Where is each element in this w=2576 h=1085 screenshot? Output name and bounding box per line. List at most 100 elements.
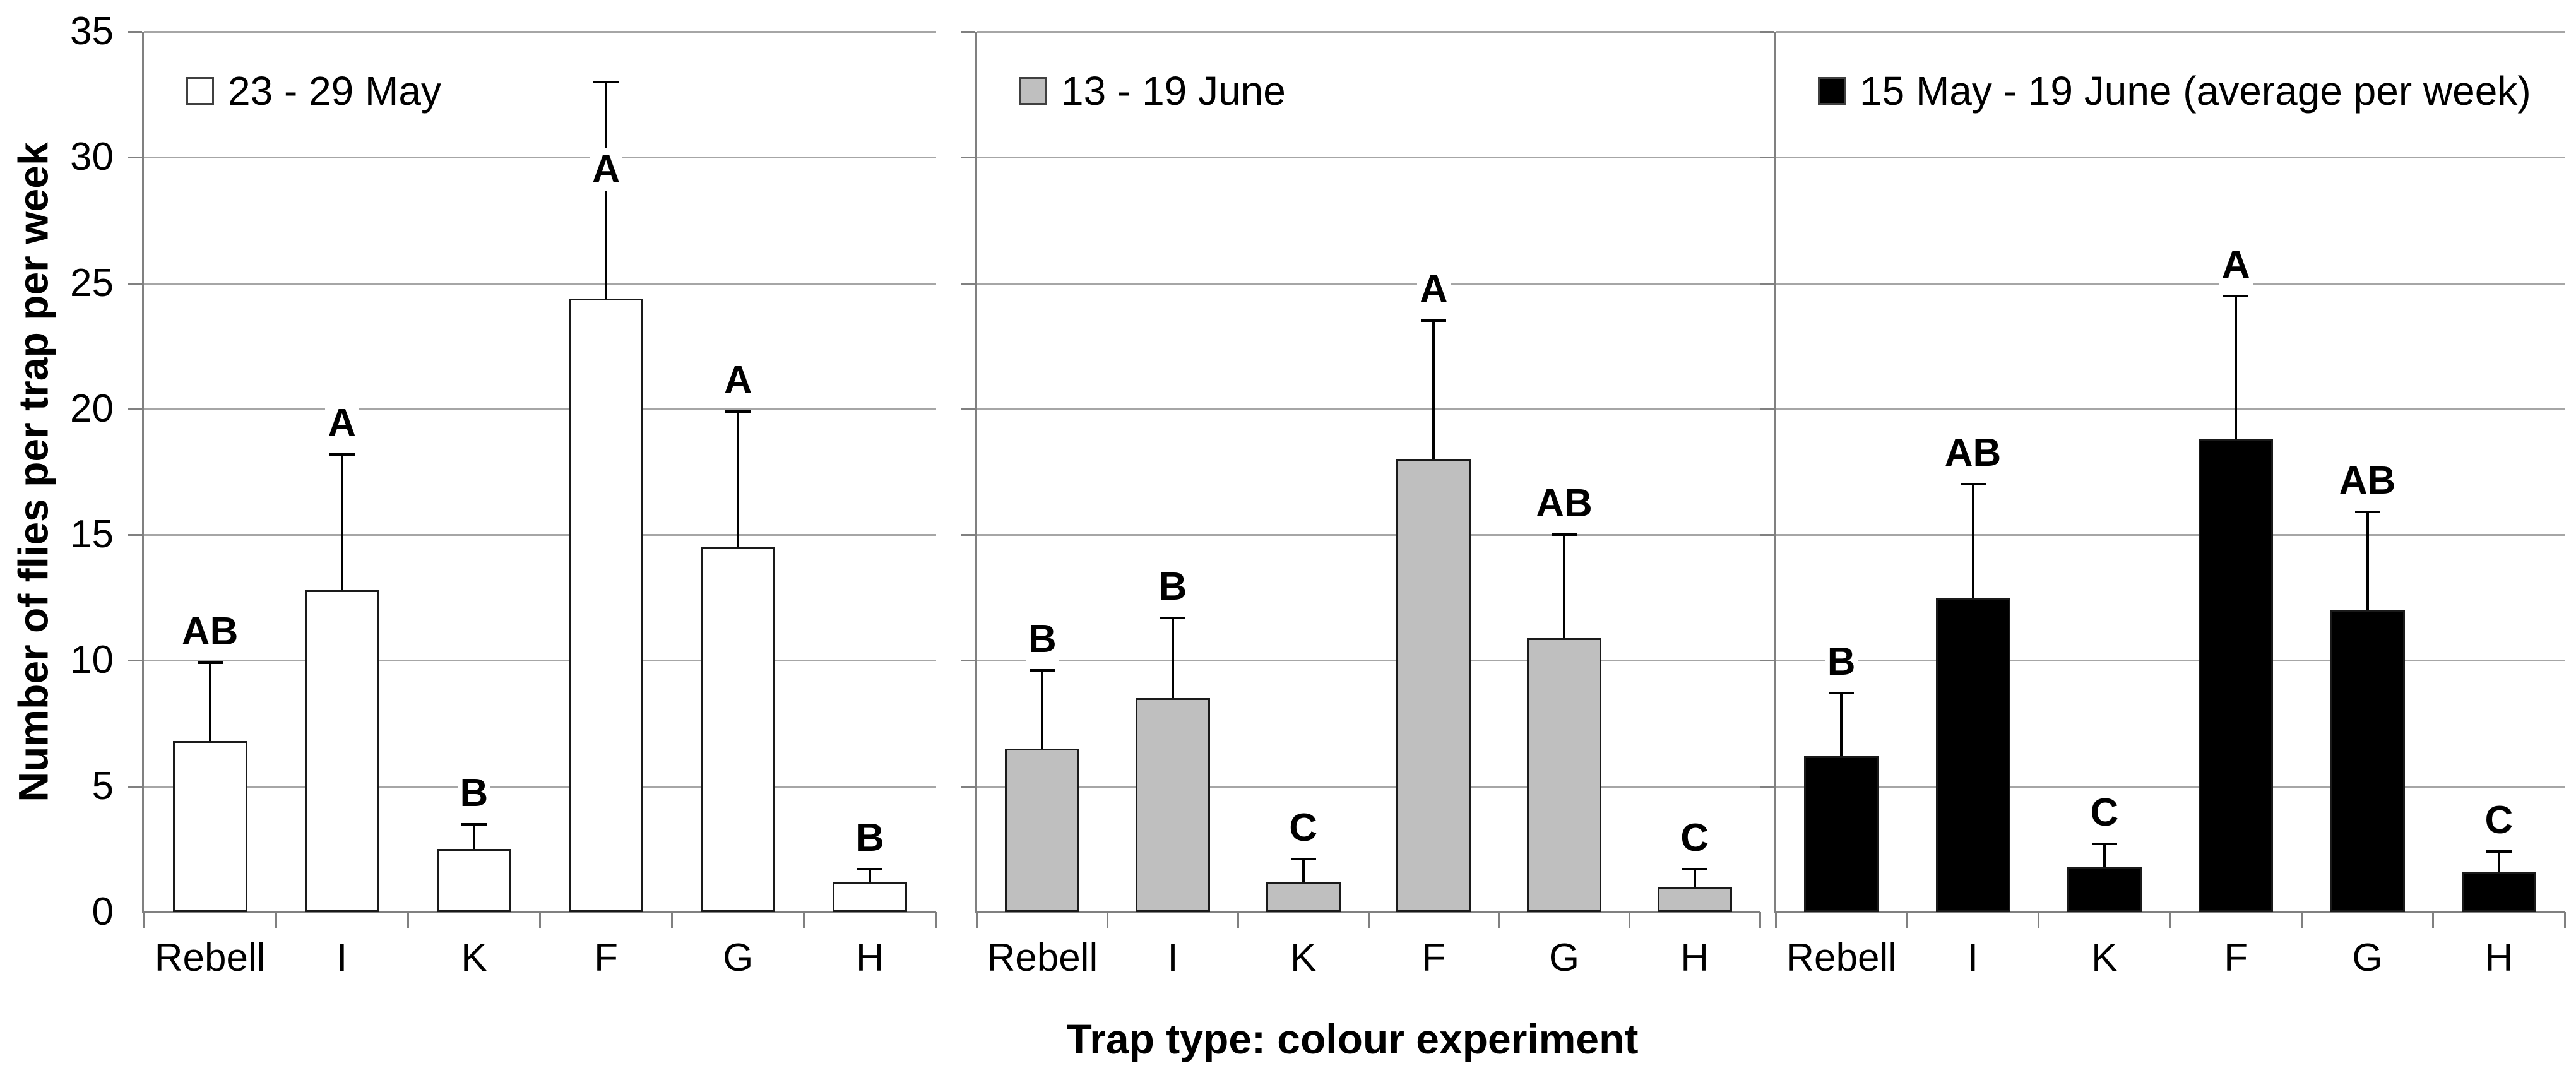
error-bar-cap-rebell	[1829, 692, 1855, 695]
error-bar-g	[1563, 535, 1565, 638]
error-bar-cap-rebell	[197, 661, 223, 665]
legend-3: 15 May - 19 June (average per week)	[1818, 71, 2531, 111]
significance-letter-rebell: B	[992, 617, 1093, 661]
bar-g-panel2	[1527, 637, 1601, 912]
gridline-15	[144, 534, 936, 537]
y-tick-mark-30	[961, 157, 975, 159]
y-tick-mark-15	[128, 534, 142, 537]
error-bar-rebell	[1840, 693, 1843, 756]
category-label-rebell: Rebell	[154, 936, 266, 980]
error-bar-cap-k	[1290, 858, 1316, 861]
significance-letter-text: B	[1824, 640, 1858, 684]
y-tick-label-20: 20	[70, 386, 114, 430]
x-tick-mark	[407, 912, 409, 928]
significance-letter-text: AB	[1942, 431, 2004, 475]
bar-f-panel1	[569, 298, 644, 912]
significance-letter-i: A	[292, 401, 393, 445]
significance-letter-text: C	[1678, 816, 1712, 860]
bar-f-panel2	[1396, 459, 1471, 912]
category-label-f: F	[594, 936, 619, 980]
x-tick-mark	[935, 912, 937, 928]
legend-label-2: 13 - 19 June	[1061, 68, 1286, 114]
error-bar-i	[1971, 484, 1974, 598]
category-label-f: F	[1422, 936, 1446, 980]
significance-letter-g: A	[687, 358, 788, 402]
gridline-30	[1776, 157, 2565, 159]
significance-letter-rebell: B	[1791, 640, 1892, 684]
x-tick-mark	[803, 912, 805, 928]
significance-letter-text: B	[457, 771, 491, 815]
error-bar-cap-f	[2223, 294, 2249, 297]
significance-letter-text: C	[1286, 806, 1321, 850]
y-tick-label-25: 25	[70, 261, 114, 305]
y-tick-mark-5	[1760, 785, 1774, 788]
gridline-35	[977, 31, 1760, 33]
error-bar-cap-i	[1960, 483, 1986, 486]
y-tick-mark-15	[961, 534, 975, 537]
y-tick-mark-20	[961, 408, 975, 410]
significance-letter-h: B	[819, 816, 920, 860]
gridline-30	[977, 157, 1760, 159]
y-tick-mark-25	[961, 282, 975, 285]
gridline-5	[977, 785, 1760, 788]
significance-letter-text: B	[1156, 564, 1190, 608]
legend-swatch-2	[1019, 77, 1047, 105]
x-tick-mark	[1237, 912, 1239, 928]
y-tick-label-15: 15	[70, 513, 114, 557]
significance-letter-text: AB	[179, 610, 241, 654]
bar-rebell-panel2	[1005, 748, 1080, 912]
significance-letter-g: AB	[2317, 459, 2418, 503]
significance-letter-text: A	[721, 358, 755, 402]
error-bar-rebell	[1041, 670, 1044, 749]
y-tick-mark-25	[128, 282, 142, 285]
significance-letter-k: C	[2054, 791, 2155, 835]
bar-i-panel3	[1935, 597, 2010, 912]
error-bar-h	[2497, 851, 2500, 872]
y-tick-mark-35	[961, 31, 975, 33]
x-tick-mark	[2038, 912, 2040, 928]
error-bar-cap-i	[1160, 616, 1185, 619]
significance-letter-f: A	[2185, 242, 2286, 287]
error-bar-cap-g	[1552, 533, 1577, 537]
gridline-20	[977, 408, 1760, 410]
y-tick-label-5: 5	[92, 764, 114, 808]
y-tick-mark-10	[961, 660, 975, 662]
x-tick-mark	[1906, 912, 1908, 928]
bar-g-panel3	[2330, 610, 2405, 912]
legend-2: 13 - 19 June	[1019, 71, 1286, 111]
gridline-10	[1776, 660, 2565, 662]
x-tick-mark	[1774, 912, 1777, 928]
error-bar-cap-h	[2486, 850, 2512, 853]
y-tick-mark-15	[1760, 534, 1774, 537]
y-tick-label-30: 30	[70, 135, 114, 179]
plot-area-1: AB Rebell A I B K A F A G B H	[128, 31, 937, 978]
significance-letter-g: AB	[1514, 482, 1615, 526]
bar-h-panel3	[2461, 872, 2536, 912]
category-label-h: H	[1680, 936, 1709, 980]
error-bar-h	[1693, 869, 1696, 887]
significance-letter-i: AB	[1923, 431, 2024, 475]
significance-letter-text: A	[325, 401, 359, 445]
significance-letter-h: C	[2448, 798, 2549, 843]
x-axis-line	[142, 911, 936, 913]
bar-f-panel3	[2199, 439, 2274, 912]
category-label-rebell: Rebell	[1786, 936, 1897, 980]
gridline-15	[1776, 534, 2565, 537]
x-tick-mark	[275, 912, 277, 928]
error-bar-g	[737, 411, 740, 548]
bar-h-panel2	[1657, 887, 1732, 912]
gridline-35	[1776, 31, 2565, 33]
bar-k-panel2	[1266, 882, 1341, 912]
category-label-g: G	[2352, 936, 2383, 980]
bar-i-panel2	[1136, 698, 1210, 912]
significance-letter-text: A	[2219, 242, 2253, 287]
gridline-10	[144, 660, 936, 662]
error-bar-cap-g	[2354, 511, 2380, 514]
legend-label-1: 23 - 29 May	[228, 68, 441, 114]
error-bar-k	[472, 824, 475, 850]
error-bar-h	[869, 869, 872, 882]
error-bar-i	[340, 454, 343, 590]
y-tick-mark-30	[128, 157, 142, 159]
y-tick-mark-35	[128, 31, 142, 33]
